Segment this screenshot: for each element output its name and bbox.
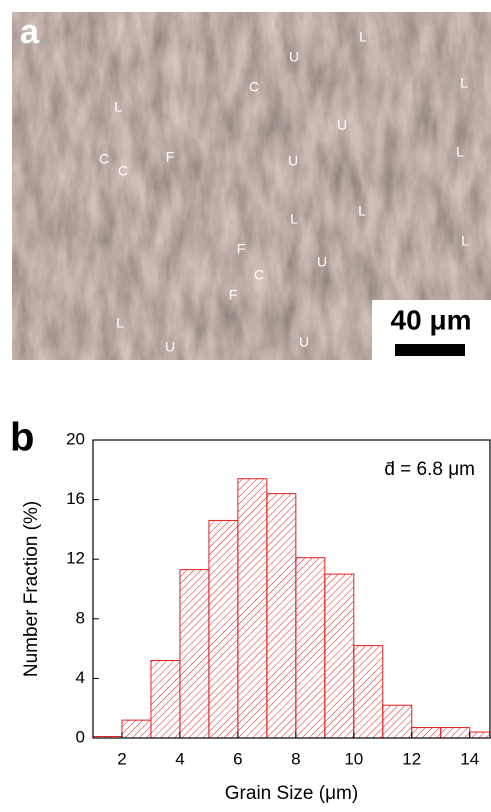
x-tick-label: 12: [402, 749, 421, 768]
phase-label: L: [290, 211, 298, 227]
phase-label: U: [299, 334, 309, 350]
bar: [440, 727, 471, 738]
phase-label: U: [337, 117, 347, 133]
y-axis-label: Number Fraction (%): [21, 501, 42, 677]
phase-label: U: [317, 254, 327, 270]
phase-label: L: [456, 144, 464, 160]
y-tick-label: 4: [76, 668, 85, 687]
phase-label: L: [358, 203, 366, 219]
bar: [295, 557, 326, 738]
phase-label: U: [289, 49, 299, 65]
bar: [150, 660, 181, 738]
bars: [93, 478, 490, 738]
scale-bar: [395, 344, 465, 356]
phase-label: L: [114, 99, 122, 115]
phase-label: C: [99, 151, 109, 167]
annotation: d̄ = 6.8 μm: [384, 459, 475, 480]
x-tick-label: 4: [175, 749, 184, 768]
y-tick-label: 16: [66, 489, 85, 508]
x-tick-label: 10: [344, 749, 363, 768]
phase-label: L: [116, 315, 124, 331]
plot-frame: [92, 439, 491, 739]
phase-label: U: [165, 339, 175, 355]
phase-label: U: [288, 153, 298, 169]
bar: [121, 719, 152, 738]
bar: [353, 645, 384, 738]
bar: [382, 704, 413, 738]
phase-label: L: [461, 233, 469, 249]
phase-label: F: [237, 241, 246, 257]
bar: [237, 478, 268, 738]
x-tick-label: 2: [117, 749, 126, 768]
phase-label: C: [118, 163, 128, 179]
bar: [324, 573, 355, 738]
panel-label: b: [10, 416, 34, 460]
x-tick-label: 6: [233, 749, 242, 768]
x-axis-label: Grain Size (μm): [225, 783, 358, 804]
bar: [179, 569, 210, 738]
y-tick-label: 0: [76, 727, 85, 746]
x-tick-label: 8: [291, 749, 300, 768]
y-tick-label: 20: [66, 429, 85, 448]
bar: [411, 727, 442, 738]
phase-label: C: [249, 79, 259, 95]
bar: [208, 519, 239, 738]
y-tick-label: 8: [76, 608, 85, 627]
bar: [266, 493, 297, 738]
phase-label: F: [229, 287, 238, 303]
bar: [469, 731, 490, 738]
scale-bar-label: 40 μm: [391, 304, 472, 335]
phase-label: C: [254, 267, 264, 283]
x-tick-label: 14: [460, 749, 479, 768]
phase-label: L: [359, 29, 367, 45]
panel-label: a: [20, 13, 40, 51]
y-tick-label: 12: [66, 549, 85, 568]
phase-label: F: [166, 149, 175, 165]
phase-label: L: [460, 75, 468, 91]
